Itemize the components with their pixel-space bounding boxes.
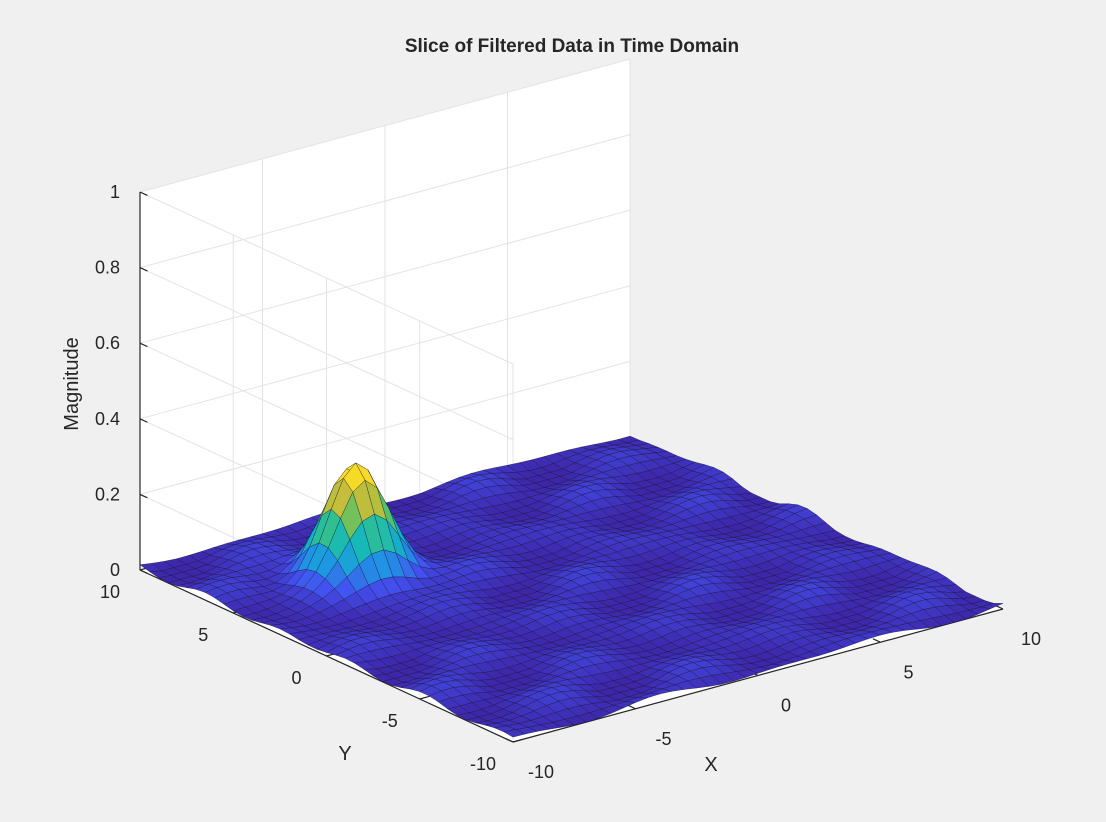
y-tick-mark [512,738,523,743]
chart-title: Slice of Filtered Data in Time Domain [405,36,739,57]
x-tick-label: 10 [1021,629,1041,649]
y-tick-label: 5 [198,625,208,645]
z-axis-label: Magnitude [61,337,83,430]
z-tick-label: 0 [110,560,120,580]
z-grid-line [139,134,631,269]
x-tick-label: -5 [655,729,671,749]
z-tick-mark [139,267,148,272]
z-tick-label: 0.6 [95,333,120,353]
z-tick-label: 1 [110,182,120,202]
z-tick-mark [139,418,148,423]
axis-lines [139,191,1004,743]
z-tick-mark [139,493,148,499]
z-tick-mark [139,569,148,574]
z-tick-label: 0.2 [95,484,120,504]
y-tick-label: -5 [382,711,398,731]
z-grid-line [139,209,631,344]
surface-mesh [139,435,1004,738]
z-tick-label: 0.8 [95,258,120,278]
z-tick-label: 0.4 [95,409,120,429]
x-tick-mark [627,704,636,710]
y-tick-label: 0 [291,668,301,688]
x-tick-mark [872,638,881,643]
y-tick-label: 10 [100,582,120,602]
y-tick-mark [419,695,430,700]
z-grid-line [139,360,631,495]
y-tick-label: -10 [470,754,496,774]
x-tick-label: -10 [528,762,554,782]
surface-patch [981,603,1004,609]
x-tick-label: 0 [781,696,791,716]
z-grid-line [139,58,631,193]
y-axis-label: Y [338,743,351,765]
z-grid-line [139,267,514,441]
z-tick-mark [139,342,148,348]
x-axis-label: X [704,754,717,776]
x-tick-label: 5 [903,662,913,682]
z-grid-line [139,285,631,420]
z-grid-line [139,191,514,365]
x-tick-mark [505,738,514,743]
z-tick-mark [139,191,148,196]
